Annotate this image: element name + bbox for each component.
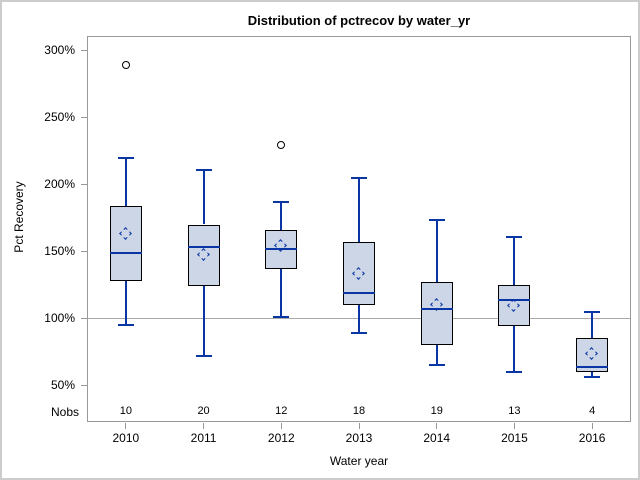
x-tick [203, 423, 205, 429]
y-tick [81, 116, 87, 118]
y-tick-label: 250% [44, 110, 75, 125]
y-tick [81, 49, 87, 51]
upper-whisker-cap [351, 176, 367, 179]
lower-whisker [435, 345, 438, 366]
median-line [265, 247, 298, 250]
nobs-value: 10 [119, 405, 132, 417]
y-tick-label: 300% [44, 43, 75, 58]
x-tick-label: 2010 [112, 431, 140, 445]
nobs-value: 13 [508, 405, 521, 417]
nobs-value: 19 [430, 405, 443, 417]
upper-whisker-cap [428, 219, 445, 222]
x-tick-label: 2015 [501, 431, 528, 445]
x-tick [358, 423, 360, 429]
lower-whisker-cap [506, 370, 523, 373]
lower-whisker [358, 304, 360, 334]
upper-whisker [124, 157, 127, 206]
box [109, 205, 142, 281]
x-tick [280, 423, 282, 429]
box [498, 284, 531, 327]
lower-whisker [513, 326, 516, 372]
y-tick [81, 250, 87, 252]
lower-whisker-cap [195, 354, 212, 357]
x-tick-label: 2016 [578, 431, 606, 445]
y-tick [81, 384, 87, 386]
upper-whisker-cap [273, 200, 290, 203]
y-tick-label: 100% [44, 311, 75, 326]
x-tick [436, 423, 438, 429]
lower-whisker [202, 286, 205, 356]
y-tick-label: 200% [44, 177, 75, 192]
upper-whisker [280, 201, 283, 230]
median-line [576, 365, 609, 368]
upper-whisker [435, 220, 438, 283]
outlier-point [121, 61, 130, 70]
lower-whisker-cap [351, 332, 367, 335]
x-tick-label: 2012 [267, 431, 295, 445]
x-tick [591, 423, 593, 429]
outlier-point [277, 141, 286, 150]
x-axis-title: Water year [329, 454, 389, 468]
median-line [109, 251, 142, 254]
lower-whisker [280, 268, 283, 317]
y-tick [81, 183, 87, 185]
box [187, 224, 220, 287]
x-tick-label: 2011 [190, 431, 217, 445]
x-tick-label: 2013 [345, 431, 373, 445]
median-line [343, 291, 375, 294]
x-tick [513, 423, 515, 429]
nobs-value: 18 [352, 405, 366, 417]
nobs-value: 4 [589, 405, 596, 417]
nobs-value: 20 [197, 405, 210, 417]
x-tick-label: 2014 [423, 431, 451, 445]
upper-whisker-cap [584, 310, 601, 313]
y-tick [81, 317, 87, 319]
nobs-value: 12 [275, 405, 288, 417]
plot-area-frame [87, 36, 631, 422]
upper-whisker-cap [506, 235, 523, 238]
upper-whisker [513, 236, 516, 285]
chart-title: Distribution of pctrecov by water_yr [247, 13, 471, 28]
upper-whisker [202, 169, 205, 225]
lower-whisker-cap [273, 315, 290, 318]
lower-whisker-cap [584, 376, 601, 379]
lower-whisker [124, 280, 127, 325]
y-tick-label: 50% [50, 378, 75, 393]
nobs-row-label: Nobs [50, 405, 79, 419]
y-tick-label: 150% [44, 244, 75, 259]
upper-whisker-cap [117, 156, 134, 159]
median-line [420, 307, 453, 310]
lower-whisker-cap [117, 324, 134, 326]
box [420, 282, 453, 346]
median-line [187, 246, 220, 249]
median-line [498, 298, 531, 301]
lower-whisker [591, 371, 594, 378]
box [343, 241, 375, 305]
x-tick [125, 423, 127, 429]
upper-whisker-cap [195, 168, 212, 171]
lower-whisker-cap [428, 364, 445, 367]
upper-whisker [591, 311, 594, 339]
upper-whisker [358, 177, 360, 242]
